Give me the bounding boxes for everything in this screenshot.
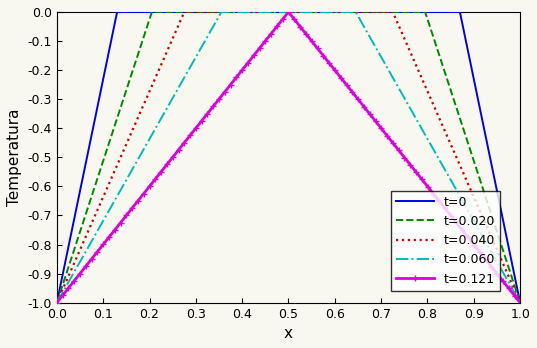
t=0 [267, 10, 273, 14]
t=0.040 [504, 270, 510, 274]
t=0.121 [279, 18, 285, 22]
t=0.020 [279, 10, 286, 14]
t=0.040 [279, 10, 286, 14]
Line: t=0.121: t=0.121 [53, 9, 524, 306]
t=0.040 [517, 301, 524, 305]
t=0.020 [77, 228, 84, 232]
t=0.121 [54, 301, 60, 305]
t=0.020 [517, 301, 524, 305]
t=0 [517, 301, 524, 305]
t=0.060 [279, 10, 286, 14]
t=0.060 [504, 277, 510, 282]
t=0.060 [504, 277, 510, 281]
Line: t=0.020: t=0.020 [57, 12, 520, 303]
t=0.020 [419, 10, 425, 14]
Line: t=0.040: t=0.040 [57, 12, 520, 303]
t=0.020 [504, 259, 510, 263]
t=0.040 [419, 76, 425, 80]
t=0 [419, 10, 425, 14]
t=0.040 [77, 247, 84, 251]
t=0.060 [77, 259, 84, 263]
t=0.020 [54, 301, 60, 305]
t=0.121 [517, 301, 524, 305]
t=0 [77, 187, 84, 191]
t=0.121 [266, 33, 273, 38]
t=0.060 [517, 301, 524, 305]
t=0.040 [181, 10, 187, 14]
Legend: t=0, t=0.020, t=0.040, t=0.060, t=0.121: t=0, t=0.020, t=0.040, t=0.060, t=0.121 [391, 191, 500, 291]
t=0.040 [504, 270, 510, 275]
t=0.121 [504, 284, 510, 288]
Line: t=0.060: t=0.060 [57, 12, 520, 303]
t=0 [504, 237, 510, 241]
t=0.020 [504, 260, 510, 264]
t=0.121 [504, 284, 510, 288]
t=0.020 [267, 10, 273, 14]
t=0.060 [267, 10, 273, 14]
t=0 [114, 10, 120, 14]
t=0.060 [54, 301, 60, 305]
X-axis label: x: x [284, 326, 293, 341]
t=0.040 [267, 10, 273, 14]
Line: t=0: t=0 [57, 12, 520, 303]
Y-axis label: Temperatura: Temperatura [7, 109, 22, 206]
t=0.020 [149, 10, 155, 14]
t=0.121 [285, 10, 292, 14]
t=0 [279, 10, 286, 14]
t=0.040 [54, 301, 60, 305]
t=0.121 [419, 177, 425, 181]
t=0.060 [218, 10, 224, 14]
t=0 [504, 236, 510, 240]
t=0.121 [77, 271, 84, 275]
t=0.060 [419, 127, 425, 131]
t=0 [54, 301, 60, 305]
